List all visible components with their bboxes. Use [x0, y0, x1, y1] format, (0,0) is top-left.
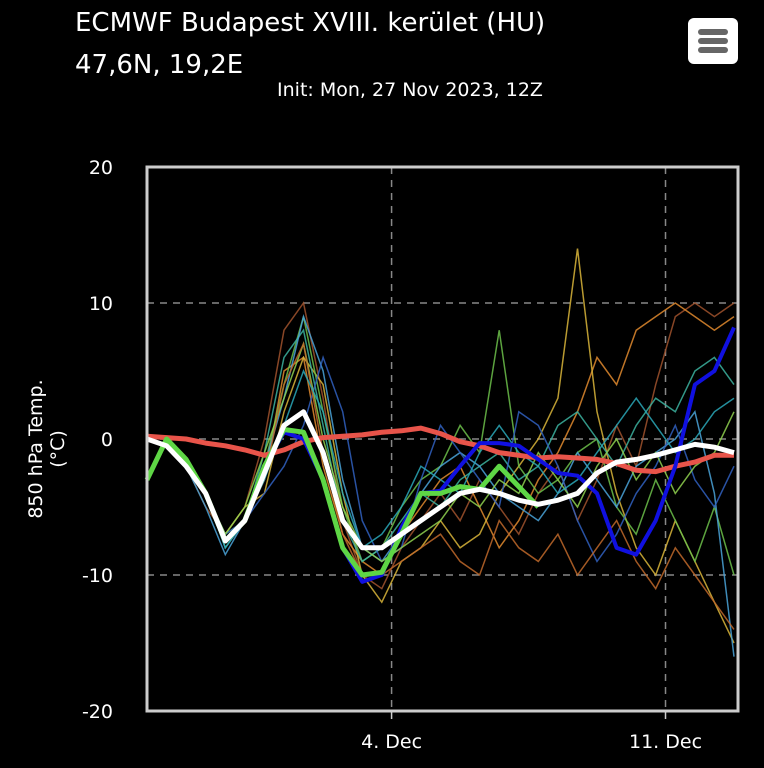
climate-line — [146, 425, 734, 475]
y-axis-label: 850 hPa Temp. (°C) — [25, 379, 69, 519]
plot-frame — [145, 165, 740, 713]
x-tick-label: 11. Dec — [629, 731, 702, 753]
y-tick-label: 20 — [89, 157, 113, 179]
y-tick-label: -10 — [82, 565, 113, 587]
menu-bar — [698, 38, 728, 44]
y-tick-label: 0 — [101, 429, 113, 451]
operational-line — [145, 326, 736, 584]
ensemble-member-line — [146, 313, 735, 657]
ensemble-member-line — [146, 341, 735, 563]
y-tick-label: 10 — [89, 293, 113, 315]
hamburger-menu-icon — [698, 29, 728, 35]
ensemble-mean-line — [146, 409, 735, 551]
ensemble-member-line — [146, 341, 735, 630]
chart-title: ECMWF Budapest XVIII. kerület (HU) — [75, 8, 546, 38]
hamburger-menu-button[interactable] — [688, 18, 738, 64]
x-tick-label: 4. Dec — [361, 731, 422, 753]
menu-bar — [698, 47, 728, 53]
y-tick-label: -20 — [82, 701, 113, 723]
init-time: Init: Mon, 27 Nov 2023, 12Z — [277, 79, 543, 101]
location-coordinates: 47,6N, 19,2E — [75, 50, 244, 80]
